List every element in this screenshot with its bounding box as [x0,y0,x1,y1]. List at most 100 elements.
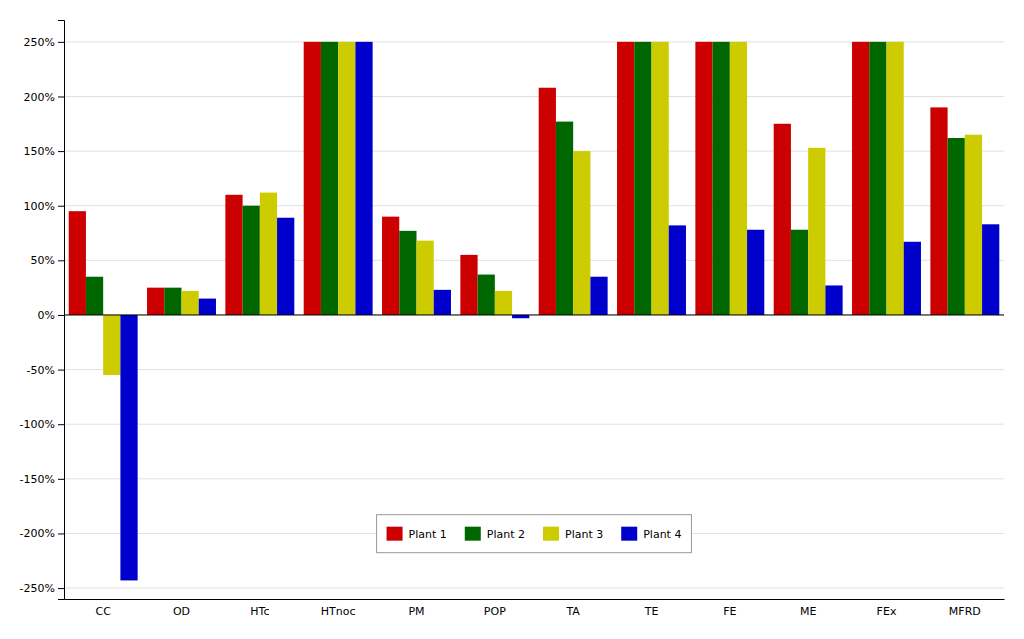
x-tick: PM [408,599,424,618]
grid [64,42,1004,588]
legend-item: Plant 1 [387,527,447,541]
y-tick-mark [58,315,64,316]
bar-series [103,42,982,375]
legend: Plant 1Plant 2Plant 3Plant 4 [377,515,692,553]
legend-frame [377,515,692,553]
bar [147,288,164,315]
bar [321,42,338,315]
bar [747,230,764,315]
bar [304,42,321,315]
y-tick-mark [58,370,64,371]
x-tick-label: FEx [877,605,897,618]
x-axis-line [65,599,1005,600]
bar [634,42,651,315]
bar [695,42,712,315]
x-tick-label: POP [484,605,506,618]
bar [573,151,590,315]
y-tick-label: 150% [24,145,55,158]
bar [617,42,634,315]
x-tick-label: FE [723,605,736,618]
bar [730,42,747,315]
grid-line [64,478,1004,479]
bar [808,148,825,315]
x-axis: CC OD HTc HTnoc PM POP TA TE FE ME FEx MFRD [65,599,1005,618]
x-tick: MFRD [949,599,981,618]
x-tick: HTc [250,599,269,618]
bar-series [120,42,999,581]
bar [669,225,686,315]
y-tick-label: -250% [20,582,55,595]
x-tick: TA [565,599,580,618]
bar [382,217,399,315]
bar [652,42,669,315]
y-tick: 150% [24,145,64,158]
y-tick-label: 50% [31,254,55,267]
bar [277,218,294,315]
x-tick-label: OD [173,605,190,618]
x-tick-label: HTnoc [321,605,356,618]
bar [495,291,512,315]
legend-swatch [543,527,559,541]
bar [590,277,607,315]
bar [478,275,495,315]
y-tick-label: -100% [20,418,55,431]
bar [338,42,355,315]
legend-label: Plant 3 [565,528,603,541]
y-tick-label: 250% [24,36,55,49]
y-tick-mark [58,206,64,207]
bar [965,135,982,315]
y-axis-line [58,21,65,600]
x-tick-label: TE [644,605,659,618]
bar [164,288,181,315]
y-tick: -150% [20,473,64,486]
bar-series [86,42,965,315]
x-tick-label: ME [800,605,816,618]
x-tick-label: CC [95,605,111,618]
bar [791,230,808,315]
y-tick-label: -150% [20,473,55,486]
legend-swatch [621,527,637,541]
bar [887,42,904,315]
y-tick-mark [58,151,64,152]
y-tick-mark [58,424,64,425]
y-tick: -200% [20,527,64,540]
y-tick: -50% [27,364,64,377]
y-tick-label: 200% [24,90,55,103]
legend-swatch [465,527,481,541]
y-tick-label: -50% [27,364,55,377]
y-tick: -100% [20,418,64,431]
bar [182,291,199,315]
bar [982,224,999,315]
y-tick-label: -200% [20,527,55,540]
x-tick-label: HTc [250,605,269,618]
y-tick-label: 0% [38,309,55,322]
bar-series [69,42,948,315]
y-tick: -250% [20,582,64,595]
bar [869,42,886,315]
bar [86,277,103,315]
bar [930,107,947,315]
bar [904,242,921,315]
legend-item: Plant 2 [465,527,525,541]
legend-swatch [387,527,403,541]
x-tick: HTnoc [321,599,356,618]
grid-line [64,314,1004,315]
grid-line [64,588,1004,589]
bar [556,122,573,315]
x-tick: OD [173,599,190,618]
y-tick-mark [58,588,64,589]
bar [260,193,277,315]
x-tick: TE [644,599,659,618]
bar [243,206,260,315]
bar [434,290,451,315]
y-tick: 50% [31,254,64,267]
chart: -250% -200% -150% -100% -50% 0% 50% 100% 150% 200… [0,0,1024,639]
legend-label: Plant 2 [487,528,525,541]
y-tick-mark [58,479,64,480]
y-tick-label: 100% [24,200,55,213]
legend-label: Plant 1 [409,528,447,541]
legend-item: Plant 3 [543,527,603,541]
y-tick-mark [58,533,64,534]
y-tick-mark [58,96,64,97]
plot: -250% -200% -150% -100% -50% 0% 50% 100% 150% 200… [20,21,1005,618]
